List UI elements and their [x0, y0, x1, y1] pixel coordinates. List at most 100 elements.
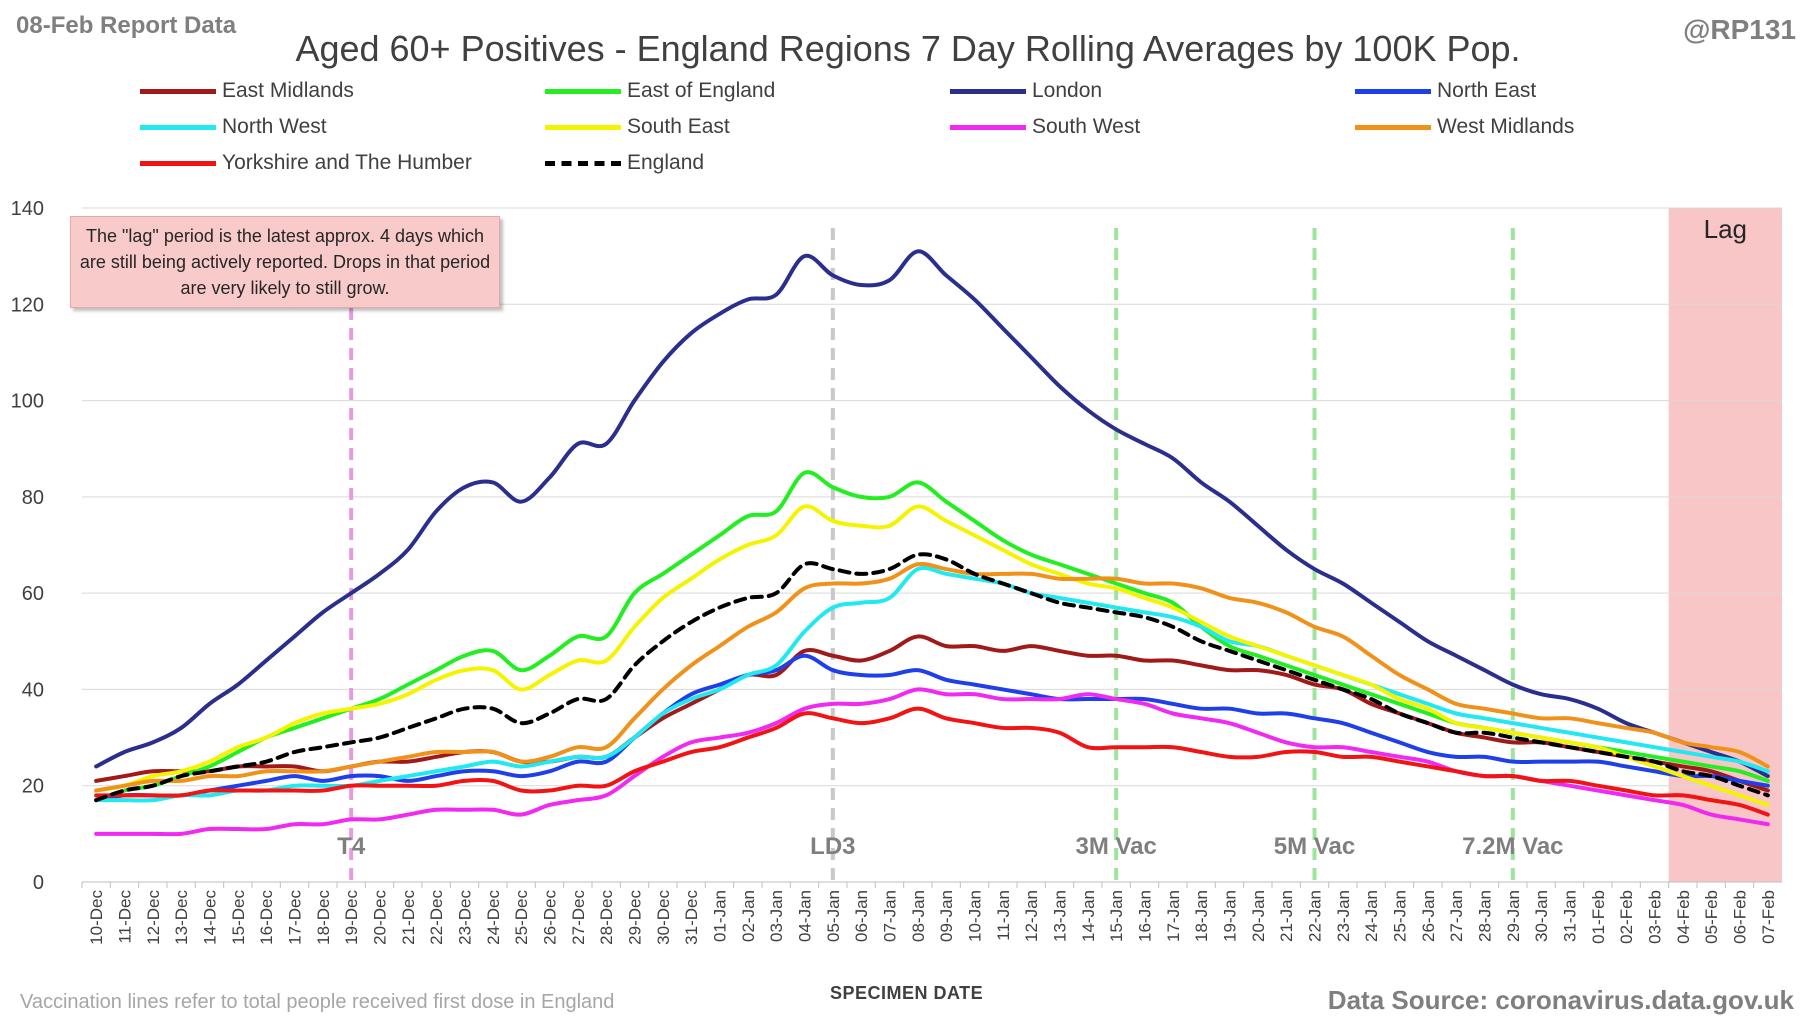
vertical-marker-label: LD3 — [810, 833, 855, 860]
x-tick-label: 16-Jan — [1136, 890, 1155, 942]
x-tick-label: 31-Jan — [1561, 890, 1580, 942]
x-tick-label: 15-Dec — [229, 890, 248, 945]
y-tick-label: 120 — [11, 294, 44, 316]
legend-label: South East — [627, 115, 730, 138]
vertical-marker-label: 7.2M Vac — [1462, 833, 1563, 860]
x-tick-label: 12-Dec — [144, 890, 163, 945]
legend-label: London — [1032, 79, 1103, 102]
legend-swatch — [950, 124, 1026, 130]
legend-swatch — [1355, 88, 1431, 94]
vaccination-footnote: Vaccination lines refer to total people … — [20, 991, 615, 1013]
x-tick-label: 10-Jan — [966, 890, 985, 942]
legend-swatch — [950, 88, 1026, 94]
y-tick-label: 80 — [22, 487, 44, 509]
legend-item: Yorkshire and The Humber — [140, 146, 472, 180]
x-tick-label: 28-Dec — [597, 890, 616, 945]
x-tick-label: 16-Dec — [257, 890, 276, 945]
x-tick-label: 31-Dec — [682, 890, 701, 945]
x-tick-label: 02-Jan — [739, 890, 758, 942]
x-tick-label: 06-Jan — [852, 890, 871, 942]
legend-item: East Midlands — [140, 74, 354, 108]
legend-item: South East — [545, 110, 730, 144]
x-tick-label: 21-Dec — [399, 890, 418, 945]
x-tick-label: 18-Dec — [314, 890, 333, 945]
x-tick-label: 11-Dec — [116, 890, 135, 944]
x-tick-label: 10-Dec — [87, 890, 106, 945]
x-tick-label: 01-Feb — [1589, 890, 1608, 944]
x-tick-label: 22-Jan — [1306, 890, 1325, 942]
x-tick-label: 21-Jan — [1277, 890, 1296, 942]
x-tick-label: 20-Jan — [1249, 890, 1268, 942]
legend-item: England — [545, 146, 704, 180]
legend-item: East of England — [545, 74, 775, 108]
x-tick-label: 29-Dec — [626, 890, 645, 945]
x-tick-label: 05-Jan — [824, 890, 843, 942]
legend-swatch — [1355, 124, 1431, 130]
x-tick-label: 24-Dec — [484, 890, 503, 945]
x-tick-label: 19-Jan — [1221, 890, 1240, 942]
legend-swatch — [140, 160, 216, 166]
legend-label: North West — [222, 115, 327, 138]
x-tick-label: 15-Jan — [1107, 890, 1126, 942]
x-tick-label: 03-Feb — [1646, 890, 1665, 944]
x-tick-label: 27-Dec — [569, 890, 588, 945]
x-tick-label: 26-Jan — [1419, 890, 1438, 942]
x-tick-label: 30-Dec — [654, 890, 673, 945]
legend-item: South West — [950, 110, 1140, 144]
legend-label: East of England — [627, 79, 776, 102]
x-tick-label: 14-Dec — [201, 890, 220, 945]
legend-swatch — [545, 160, 621, 166]
x-tick-label: 24-Jan — [1362, 890, 1381, 942]
x-tick-label: 01-Jan — [711, 890, 730, 942]
legend-item: North West — [140, 110, 327, 144]
legend-label: North East — [1437, 79, 1537, 102]
x-tick-label: 14-Jan — [1079, 890, 1098, 942]
x-tick-label: 07-Feb — [1759, 890, 1778, 944]
x-tick-label: 23-Dec — [456, 890, 475, 945]
x-axis-title: SPECIMEN DATE — [830, 983, 984, 1003]
x-tick-label: 20-Dec — [371, 890, 390, 945]
x-tick-label: 06-Feb — [1731, 890, 1750, 944]
x-tick-label: 09-Jan — [937, 890, 956, 942]
legend-label: Yorkshire and The Humber — [222, 151, 472, 174]
legend-label: West Midlands — [1437, 115, 1575, 138]
x-tick-label: 28-Jan — [1476, 890, 1495, 942]
y-tick-label: 60 — [22, 583, 44, 605]
lag-explanation-note: The "lag" period is the latest approx. 4… — [70, 216, 500, 308]
x-tick-label: 12-Jan — [1022, 890, 1041, 942]
legend-swatch — [140, 124, 216, 130]
legend-label: South West — [1032, 115, 1141, 138]
legend-swatch — [140, 88, 216, 94]
x-tick-label: 13-Jan — [1051, 890, 1070, 942]
series-line-north-east — [94, 653, 1770, 803]
legend-swatch — [545, 88, 621, 94]
author-handle: @RP131 — [1683, 14, 1796, 45]
vertical-marker-label: 5M Vac — [1274, 833, 1355, 860]
x-tick-label: 26-Dec — [541, 890, 560, 945]
x-tick-label: 03-Jan — [767, 890, 786, 942]
vertical-marker-label: T4 — [337, 833, 366, 860]
series-line-north-west — [94, 565, 1770, 803]
x-tick-label: 08-Jan — [909, 890, 928, 942]
x-tick-label: 30-Jan — [1532, 890, 1551, 942]
x-tick-label: 23-Jan — [1334, 890, 1353, 942]
x-tick-label: 29-Jan — [1504, 890, 1523, 942]
series-line-england — [94, 552, 1770, 803]
x-tick-label: 18-Jan — [1192, 890, 1211, 942]
legend-item: London — [950, 74, 1102, 108]
vertical-marker-label: 3M Vac — [1075, 833, 1156, 860]
legend-swatch — [545, 124, 621, 130]
series-line-yorkshire-and-the-humber — [94, 706, 1770, 817]
chart-title: Aged 60+ Positives - England Regions 7 D… — [295, 28, 1521, 69]
x-tick-label: 04-Jan — [796, 890, 815, 942]
x-tick-label: 05-Feb — [1702, 890, 1721, 944]
x-tick-label: 25-Jan — [1391, 890, 1410, 942]
series-line-east-of-england — [94, 470, 1770, 803]
data-source: Data Source: coronavirus.data.gov.uk — [1327, 985, 1794, 1015]
legend-item: North East — [1355, 74, 1536, 108]
x-tick-label: 07-Jan — [881, 890, 900, 942]
y-tick-label: 100 — [11, 391, 44, 413]
series-line-south-east — [94, 504, 1770, 807]
lag-region-label: Lag — [1704, 214, 1747, 244]
y-tick-label: 20 — [22, 776, 44, 798]
